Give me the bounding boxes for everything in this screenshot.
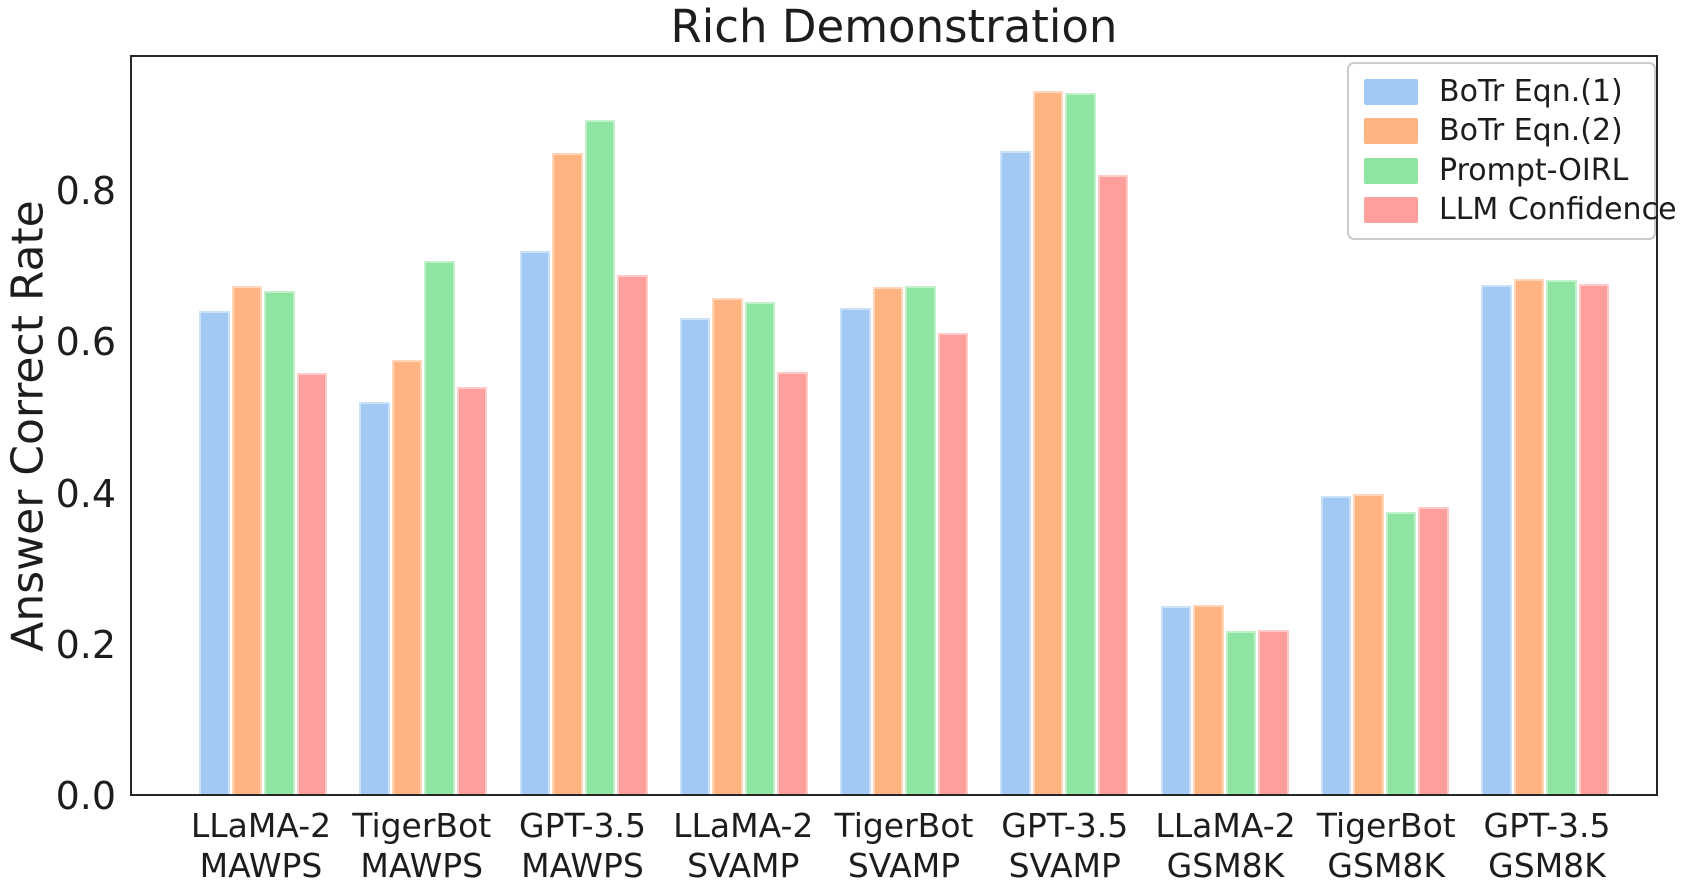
x-tick-dataset: SVAMP xyxy=(687,846,800,885)
x-tick-dataset: SVAMP xyxy=(1008,846,1121,885)
x-tick-model: LLaMA-2 xyxy=(1155,806,1296,845)
bar xyxy=(937,333,968,794)
bar xyxy=(1385,512,1417,794)
y-tick-label: 0.0 xyxy=(55,774,116,818)
bar xyxy=(840,308,871,794)
bar xyxy=(1065,92,1096,794)
bar xyxy=(1160,605,1191,794)
legend-label: BoTr Eqn.(1) xyxy=(1439,73,1623,109)
bar xyxy=(1481,285,1512,794)
x-tick-model: LLaMA-2 xyxy=(190,806,332,845)
bar xyxy=(617,274,648,794)
bar xyxy=(744,302,776,794)
legend-swatch xyxy=(1364,197,1418,224)
bar xyxy=(872,286,903,794)
x-tick-label: LLaMA-2 SVAMP xyxy=(673,806,813,886)
bar xyxy=(1193,604,1224,794)
bar xyxy=(391,360,423,794)
x-tick-label: TigerBot GSM8K xyxy=(1317,806,1456,886)
x-tick-model: TigerBot xyxy=(352,806,492,845)
bar xyxy=(519,250,550,794)
bar xyxy=(1032,91,1064,794)
bar xyxy=(1320,495,1352,794)
bar xyxy=(231,285,262,794)
x-tick-label: TigerBot MAWPS xyxy=(352,806,491,886)
x-tick-model: GPT-3.5 xyxy=(1001,806,1129,845)
chart-title: Rich Demonstration xyxy=(670,0,1118,53)
bar xyxy=(679,318,711,794)
x-tick-model: GPT-3.5 xyxy=(519,806,646,845)
legend-label: LLM Confidence xyxy=(1439,192,1677,228)
x-tick-label: TigerBot SVAMP xyxy=(835,806,974,886)
legend-item: BoTr Eqn.(2) xyxy=(1349,114,1654,148)
legend-item: Prompt-OIRL xyxy=(1349,152,1654,188)
plot-area-bars xyxy=(132,57,1656,794)
bar xyxy=(1258,629,1289,794)
legend-swatch xyxy=(1364,157,1418,184)
bar-group xyxy=(198,57,328,794)
bar-group xyxy=(519,57,649,794)
bar xyxy=(1225,631,1256,794)
x-tick-model: TigerBot xyxy=(1316,806,1456,845)
bar-group xyxy=(839,57,969,794)
x-tick-label: GPT-3.5 MAWPS xyxy=(518,806,648,886)
y-tick-label: 0.4 xyxy=(55,471,116,516)
x-tick-label: GPT-3.5 GSM8K xyxy=(1482,806,1612,886)
x-tick-model: GPT-3.5 xyxy=(1483,806,1611,845)
bar xyxy=(1513,279,1544,794)
bar xyxy=(1418,506,1449,794)
bar xyxy=(1097,174,1129,794)
bar xyxy=(584,120,615,794)
x-tick-dataset: GSM8K xyxy=(1327,846,1446,885)
y-axis-ticks: 0.0 0.2 0.4 0.6 0.8 xyxy=(0,55,116,815)
bar-group xyxy=(679,57,809,794)
x-tick-model: TigerBot xyxy=(834,806,974,845)
bar xyxy=(1546,279,1577,794)
y-tick-label: 0.8 xyxy=(55,169,116,214)
bar xyxy=(424,261,455,794)
x-tick-dataset: GSM8K xyxy=(1166,846,1285,885)
legend-item: BoTr Eqn.(1) xyxy=(1349,73,1654,109)
x-tick-dataset: MAWPS xyxy=(199,846,323,885)
legend-swatch xyxy=(1364,78,1418,105)
legend: BoTr Eqn.(1) BoTr Eqn.(2) Prompt-OIRL LLM C… xyxy=(1347,62,1677,240)
legend-label: BoTr Eqn.(2) xyxy=(1439,113,1623,149)
bar-group xyxy=(1320,57,1450,794)
bar xyxy=(552,152,583,794)
x-tick-model: LLaMA-2 xyxy=(673,806,814,845)
bar xyxy=(199,310,230,794)
x-tick-label: GPT-3.5 SVAMP xyxy=(1000,806,1130,886)
legend-item: LLM Confidence xyxy=(1349,193,1677,227)
bar xyxy=(777,371,808,794)
bar xyxy=(1000,151,1031,794)
bar-group xyxy=(1160,57,1290,794)
bar xyxy=(1578,284,1609,794)
x-tick-label: LLaMA-2 GSM8K xyxy=(1155,806,1295,886)
legend-swatch xyxy=(1364,118,1418,145)
bar xyxy=(1353,494,1384,794)
legend-label: Prompt-OIRL xyxy=(1439,152,1629,188)
bar-group xyxy=(999,57,1129,794)
x-axis-labels: LLaMA-2 MAWPS TigerBot MAWPS GPT-3.5 MAWPS LLa… xyxy=(191,806,1612,886)
x-tick-label: LLaMA-2 MAWPS xyxy=(191,806,331,886)
bar xyxy=(359,401,390,794)
x-tick-dataset: SVAMP xyxy=(847,846,961,885)
y-tick-label: 0.2 xyxy=(55,622,116,667)
bar xyxy=(296,373,327,794)
bar-group xyxy=(1480,57,1610,794)
x-tick-dataset: MAWPS xyxy=(360,846,484,885)
bar xyxy=(905,285,936,794)
y-tick-label: 0.6 xyxy=(55,320,116,365)
x-tick-dataset: GSM8K xyxy=(1488,846,1606,885)
x-tick-dataset: MAWPS xyxy=(521,846,644,885)
bar xyxy=(456,386,488,794)
bar xyxy=(264,291,295,794)
bar xyxy=(712,297,743,794)
bar-group xyxy=(358,57,488,794)
